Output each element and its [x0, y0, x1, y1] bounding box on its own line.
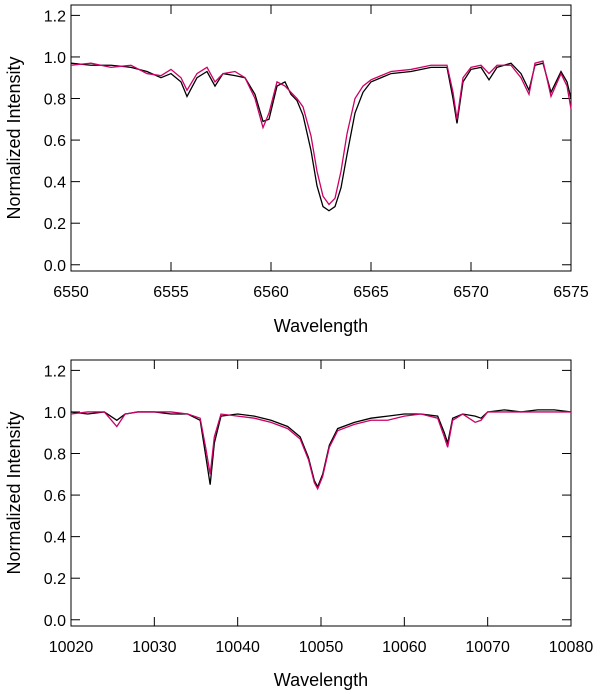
y-tick-label: 0.4	[44, 175, 66, 192]
x-tick-label: 6575	[553, 284, 589, 301]
y-tick-label: 1.2	[44, 8, 66, 25]
x-tick-label: 6555	[153, 284, 189, 301]
x-tick-label: 10060	[382, 639, 427, 656]
observed-spectrum-line-top	[70, 62, 572, 212]
y-tick-label: 1.0	[44, 405, 66, 422]
x-axis-title-bottom: Wavelength	[274, 670, 368, 690]
y-axis-title-top: Normalized Intensity	[4, 56, 24, 219]
y-tick-label: 1.2	[44, 363, 66, 380]
observed-spectrum-line-bottom	[70, 409, 572, 489]
plot-frame-bottom	[70, 359, 572, 627]
x-axis-title-top: Wavelength	[274, 316, 368, 336]
plot-frame-top	[70, 4, 572, 272]
y-tick-label: 0.0	[44, 258, 66, 275]
x-tick-label: 10080	[549, 639, 594, 656]
panel-bottom: 10020 10030 10040 10050 10060 10070 10080 0.00…	[4, 359, 594, 690]
x-tick-label: 6550	[53, 284, 89, 301]
x-tick-label: 6565	[353, 284, 389, 301]
model-spectrum-line-top	[70, 60, 572, 206]
panel-top: 6550 6555 6560 6565 6570 6575 0.0 0.2 0.4 0.6 0.8…	[4, 4, 589, 336]
y-tick-label: 0.8	[44, 447, 66, 464]
model-spectrum-line-bottom	[70, 411, 571, 491]
y-tick-label: 0.8	[44, 92, 66, 109]
x-ticks-bottom: 10020 10030 10040 10050 10060 10070 10080	[49, 360, 594, 656]
x-tick-label: 10040	[215, 639, 260, 656]
x-tick-label: 10020	[49, 639, 94, 656]
y-tick-label: 0.6	[44, 488, 66, 505]
x-tick-label: 10030	[132, 639, 177, 656]
y-tick-label: 0.6	[44, 133, 66, 150]
y-axis-title-bottom: Normalized Intensity	[4, 411, 24, 574]
y-tick-label: 0.0	[44, 613, 66, 630]
x-tick-label: 10050	[299, 639, 344, 656]
y-tick-label: 0.2	[44, 571, 66, 588]
y-tick-label: 0.4	[44, 530, 66, 547]
x-ticks-top: 6550 6555 6560 6565 6570 6575	[53, 5, 589, 301]
y-tick-label: 1.0	[44, 50, 66, 67]
y-ticks-bottom: 0.0 0.2 0.4 0.6 0.8 1.0 1.2	[44, 363, 571, 630]
y-ticks-top: 0.0 0.2 0.4 0.6 0.8 1.0 1.2	[44, 8, 571, 275]
y-tick-label: 0.2	[44, 216, 66, 233]
x-tick-label: 6570	[453, 284, 489, 301]
x-tick-label: 6560	[253, 284, 289, 301]
x-tick-label: 10070	[465, 639, 510, 656]
